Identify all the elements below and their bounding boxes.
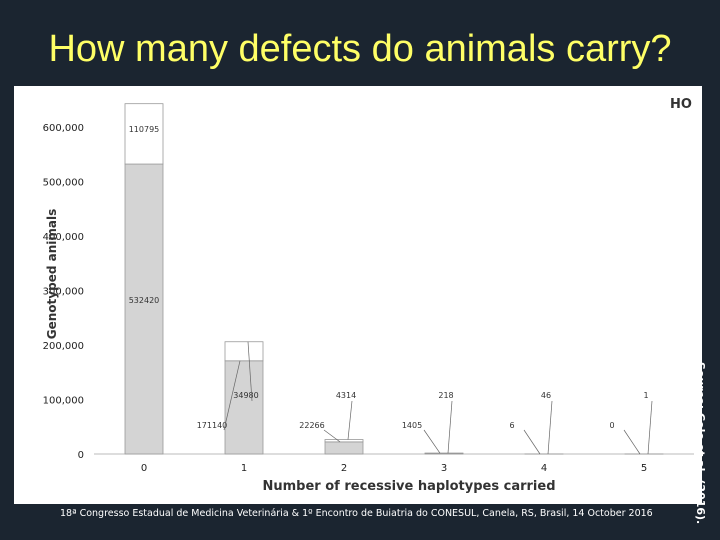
bar-segment-lower — [324, 441, 364, 455]
x-axis-title: Number of recessive haplotypes carried — [262, 479, 555, 494]
callout-line-upper — [347, 400, 353, 440]
callout-line-lower — [223, 360, 241, 431]
y-tick-label: 200,000 — [43, 341, 84, 352]
callout-line-upper — [547, 400, 553, 454]
x-tick-label: 2 — [341, 463, 347, 474]
data-label-upper: 1 — [643, 391, 648, 400]
x-tick-label: 4 — [541, 463, 547, 474]
callout-line-upper — [247, 341, 253, 402]
bar-segment-upper — [324, 439, 364, 443]
data-label-upper: 4314 — [336, 391, 356, 400]
x-tick-label: 3 — [441, 463, 447, 474]
data-label-lower: 22266 — [299, 421, 324, 430]
data-label-upper: 218 — [438, 391, 453, 400]
x-tick-label: 5 — [641, 463, 647, 474]
slide-title: How many defects do animals carry? — [48, 28, 672, 70]
data-label-upper: 34980 — [233, 391, 258, 400]
source-note: Source: Cole et al. (2016). — [694, 362, 707, 525]
x-tick-label: 1 — [241, 463, 247, 474]
y-tick-label: 400,000 — [43, 232, 84, 243]
y-tick-label: 300,000 — [43, 287, 84, 298]
callout-line-lower — [323, 429, 341, 443]
bar-segment-upper — [124, 103, 164, 165]
y-tick-label: 100,000 — [43, 396, 84, 407]
footer-text: 18ª Congresso Estadual de Medicina Veter… — [60, 508, 653, 519]
bar-segment-upper — [224, 341, 264, 362]
data-label-lower: 6 — [509, 421, 514, 430]
data-label-upper: 46 — [541, 391, 551, 400]
data-label-lower: 1405 — [402, 421, 422, 430]
y-axis-title: Genotyped animals — [45, 209, 59, 339]
data-label-lower: 532420 — [129, 296, 160, 305]
data-label-lower: 0 — [609, 421, 614, 430]
data-label-upper: 110795 — [129, 125, 160, 134]
chart-panel: 0 100,000 200,000 300,000 400,000 500,000 600,… — [14, 86, 702, 504]
bar-segment-lower — [124, 163, 164, 455]
callout-line-lower — [423, 429, 441, 454]
callout-line-lower — [523, 429, 541, 455]
bar-chart: 0 100,000 200,000 300,000 400,000 500,000 600,… — [43, 97, 694, 494]
y-tick-label: 500,000 — [43, 178, 84, 189]
x-tick-label: 0 — [141, 463, 147, 474]
chart-title: HO — [670, 97, 692, 112]
y-tick-label: 600,000 — [43, 123, 84, 134]
bar-segment-lower — [224, 360, 264, 455]
callout-line-upper — [647, 400, 653, 455]
callout-line-upper — [447, 400, 453, 454]
callout-line-lower — [623, 429, 641, 455]
y-tick-label: 0 — [78, 450, 84, 461]
data-label-lower: 171140 — [197, 421, 228, 430]
